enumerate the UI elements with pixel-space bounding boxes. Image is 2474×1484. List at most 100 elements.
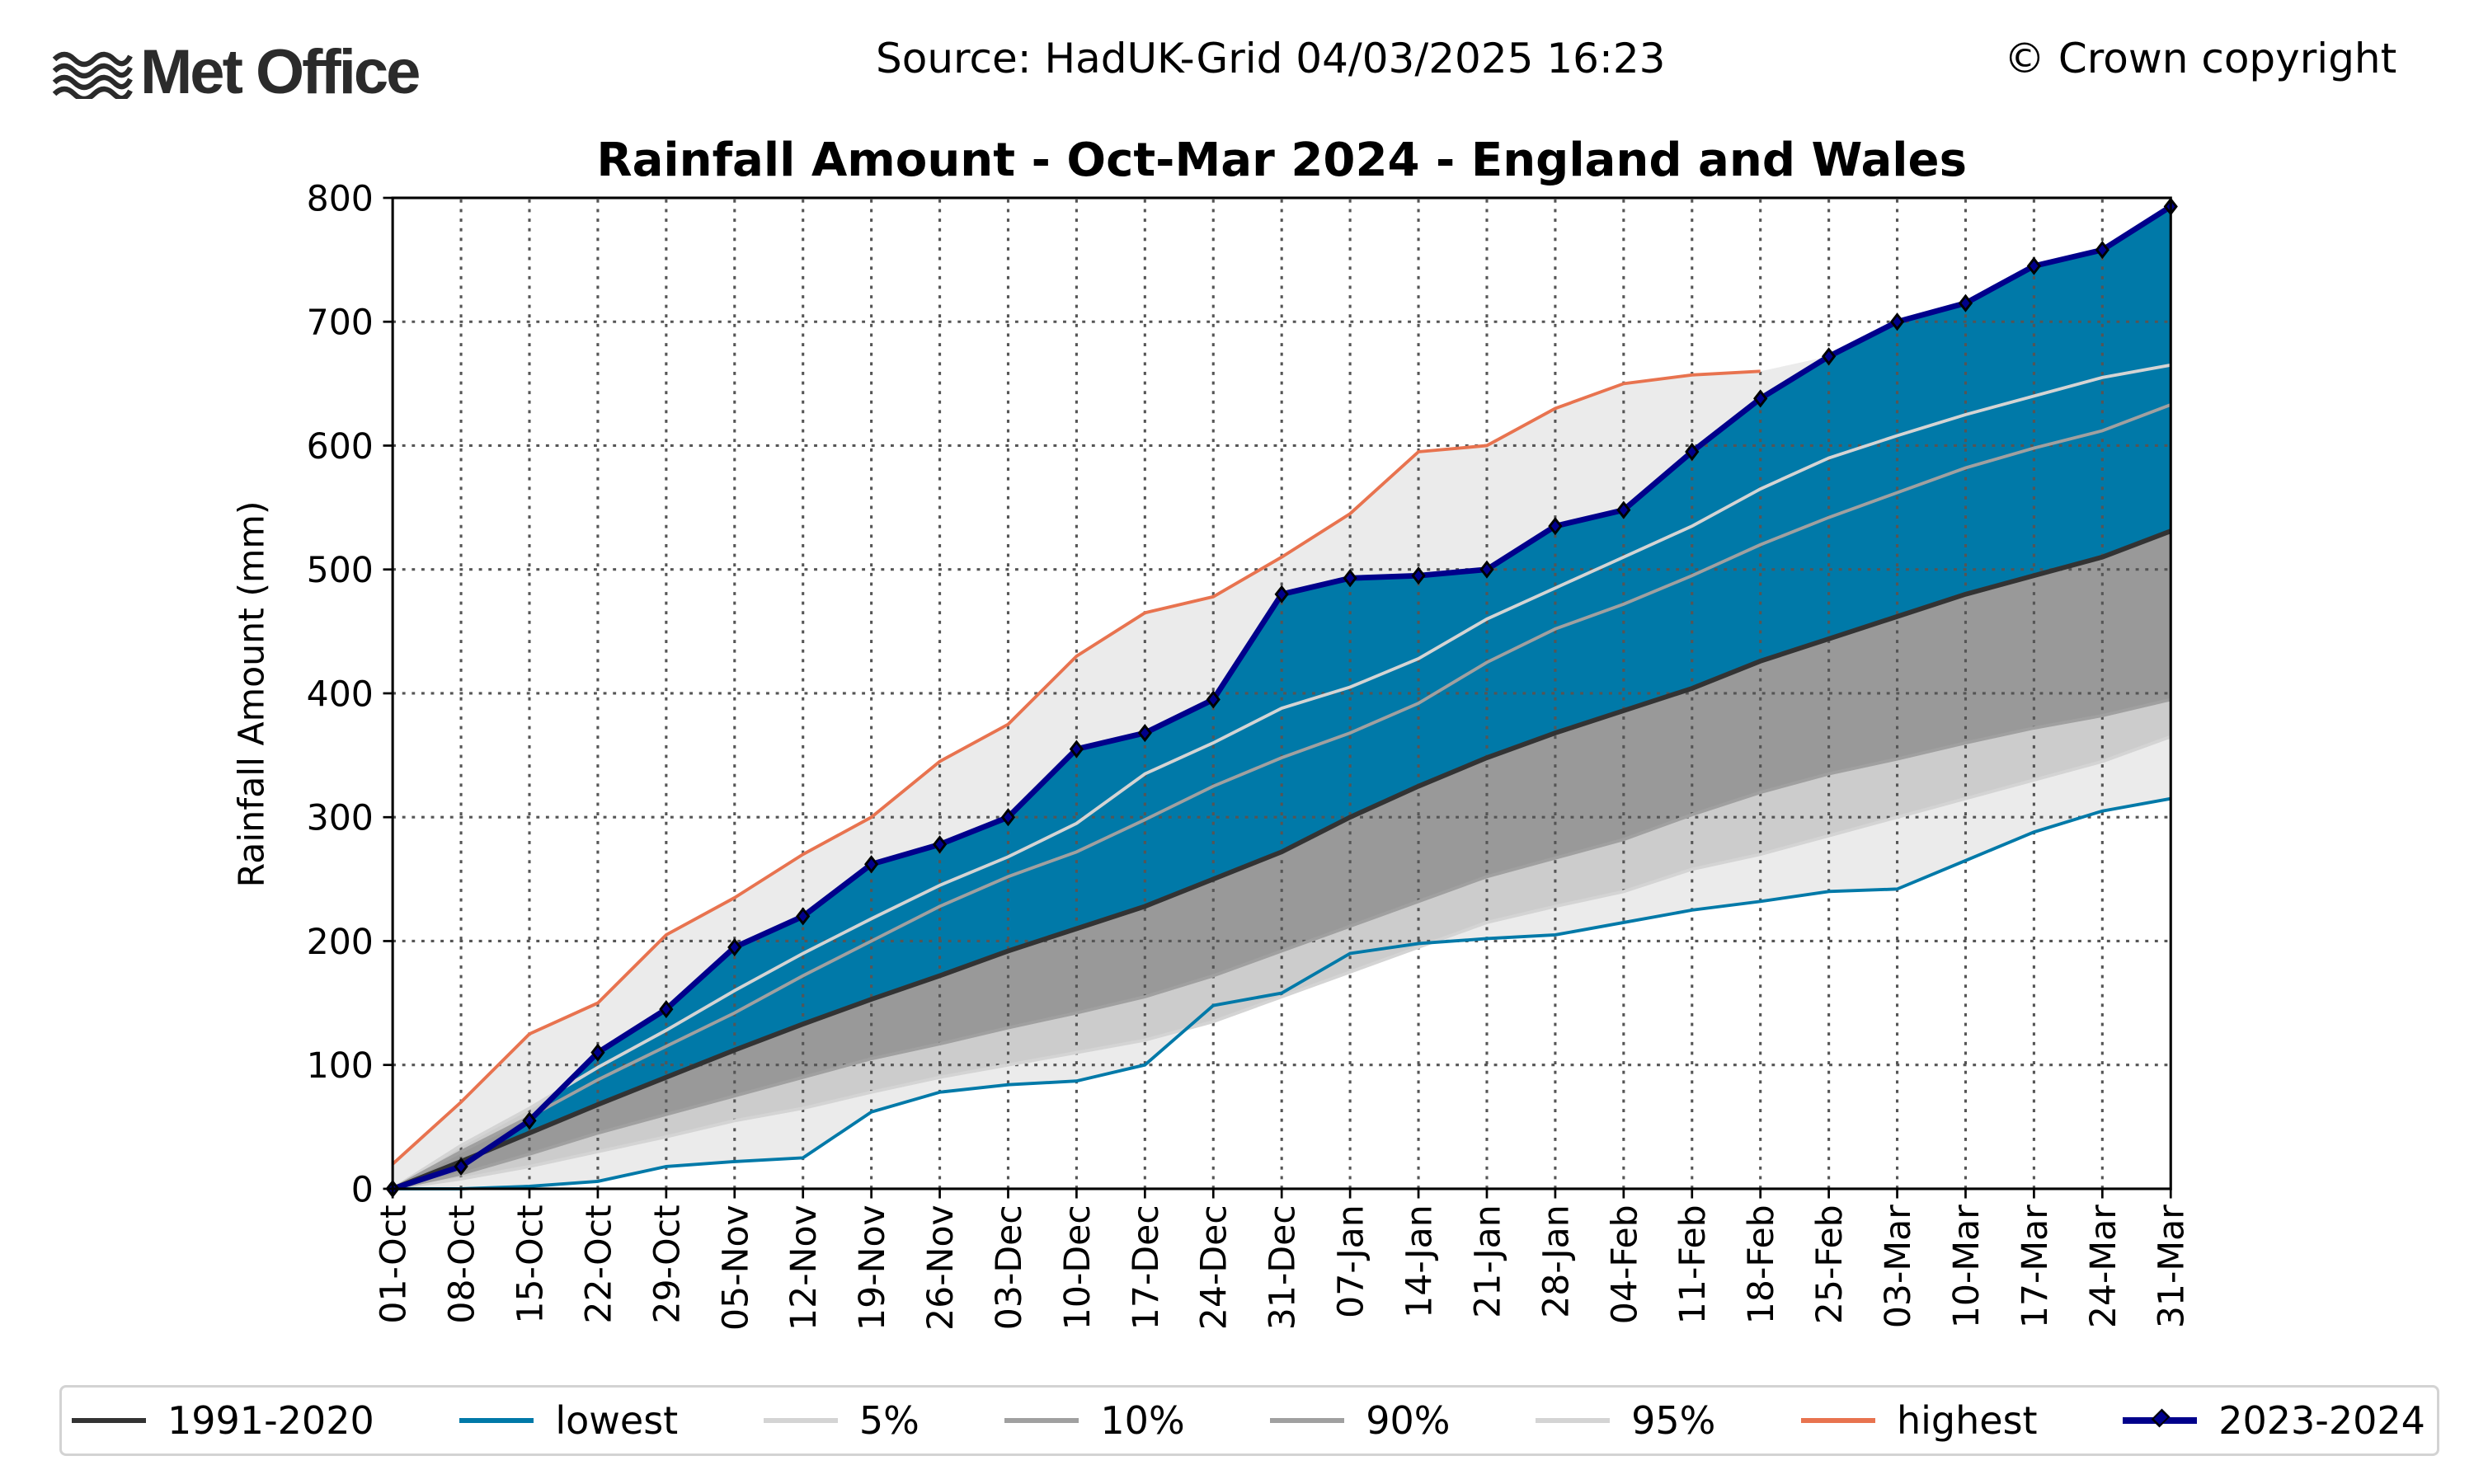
line-10pct <box>392 697 2171 1190</box>
x-tick-label: 31-Dec <box>1263 1205 1304 1330</box>
marker-2023-2024 <box>2095 241 2109 260</box>
x-tick-label: 21-Jan <box>1467 1205 1508 1318</box>
marker-2023-2024 <box>1822 347 1837 366</box>
legend-swatch <box>763 1418 838 1423</box>
marker-2023-2024 <box>1753 389 1768 408</box>
x-tick-label: 26-Nov <box>920 1205 962 1331</box>
diamond-marker-icon <box>2151 1408 2171 1428</box>
marker-2023-2024 <box>2026 256 2042 275</box>
marker-2023-2024 <box>1137 723 1152 743</box>
legend-label: 5% <box>858 1398 920 1443</box>
y-tick-label: 200 <box>307 922 374 963</box>
y-tick-label: 400 <box>307 674 374 715</box>
met-office-logo: Met Office <box>51 36 421 108</box>
legend-item-observed: 2023-2024 <box>2123 1398 2425 1443</box>
legend-label: 90% <box>1366 1398 1451 1443</box>
copyright-text: © Crown copyright <box>2004 35 2397 82</box>
legend-swatch <box>1536 1418 1611 1423</box>
marker-2023-2024 <box>1616 500 1631 519</box>
line-1991-2020 <box>392 528 2172 1191</box>
legend-swatch <box>1270 1418 1345 1423</box>
legend-swatch <box>1004 1418 1079 1423</box>
marker-2023-2024 <box>522 1111 537 1130</box>
grid <box>393 198 2171 1189</box>
x-tick-label: 10-Mar <box>1946 1205 1987 1328</box>
marker-2023-2024 <box>1685 442 1700 462</box>
y-tick-label: 700 <box>307 303 374 344</box>
legend-item-p90: 90% <box>1270 1398 1451 1443</box>
legend-item-p10: 10% <box>1004 1398 1185 1443</box>
y-tick-label: 300 <box>307 798 374 839</box>
y-tick-label: 500 <box>307 550 374 591</box>
legend-item-lowest: lowest <box>459 1398 678 1443</box>
marker-2023-2024 <box>1958 294 1973 312</box>
x-tick-label: 03-Dec <box>989 1205 1030 1330</box>
legend-item-p95: 95% <box>1536 1398 1715 1443</box>
x-tick-label: 18-Feb <box>1741 1205 1782 1324</box>
marker-2023-2024 <box>1206 690 1221 709</box>
series-lines <box>385 197 2178 1199</box>
line-highest <box>391 369 1761 1166</box>
marker-2023-2024 <box>1343 569 1357 588</box>
y-tick-label: 0 <box>351 1169 374 1210</box>
marker-2023-2024 <box>1548 517 1563 536</box>
x-tick-label: 01-Oct <box>374 1205 415 1323</box>
x-tick-label: 14-Jan <box>1399 1205 1441 1318</box>
x-tick-label: 10-Dec <box>1057 1205 1098 1330</box>
line-5pct <box>392 735 2171 1190</box>
x-tick-label: 07-Jan <box>1331 1205 1372 1318</box>
marker-2023-2024 <box>1069 740 1084 758</box>
marker-2023-2024 <box>864 855 879 874</box>
marker-2023-2024 <box>1889 312 1905 331</box>
legend-label: 1991-2020 <box>167 1398 374 1443</box>
marker-2023-2024 <box>659 1000 674 1019</box>
legend: 1991-2020 lowest 5% 10% 90% 95% highest 2023-20… <box>59 1385 2439 1456</box>
x-tick-label: 12-Nov <box>783 1205 825 1331</box>
x-tick-label: 17-Dec <box>1126 1205 1167 1330</box>
marker-2023-2024 <box>1274 585 1289 603</box>
marker-2023-2024 <box>932 835 948 854</box>
marker-2023-2024 <box>590 1043 605 1062</box>
legend-label: 2023-2024 <box>2218 1398 2425 1443</box>
legend-item-p5: 5% <box>763 1398 920 1443</box>
marker-2023-2024 <box>727 937 742 957</box>
legend-label: 10% <box>1100 1398 1185 1443</box>
legend-swatch <box>72 1418 146 1423</box>
line-lowest <box>393 796 2171 1190</box>
legend-swatch <box>2123 1408 2198 1428</box>
x-tick-label: 05-Nov <box>715 1205 756 1331</box>
axis-ticks: 0 100 200 300 400 500 600 700 800 01-Oct 08-Oct 15-… <box>307 178 2193 1330</box>
x-tick-label: 03-Mar <box>1878 1205 1919 1328</box>
waves-logo-icon <box>52 51 133 99</box>
line-90pct <box>392 403 2171 1190</box>
y-axis-label: Rainfall Amount (mm) <box>231 501 272 888</box>
x-tick-label: 15-Oct <box>510 1205 551 1323</box>
logo-text: Met Office <box>140 37 421 107</box>
marker-2023-2024 <box>1479 560 1494 579</box>
x-tick-label: 24-Dec <box>1194 1205 1235 1330</box>
x-tick-label: 31-Mar <box>2152 1205 2193 1328</box>
legend-swatch <box>1800 1418 1875 1423</box>
legend-label: 95% <box>1631 1398 1716 1443</box>
x-tick-label: 19-Nov <box>852 1205 893 1331</box>
legend-item-highest: highest <box>1800 1398 2038 1443</box>
legend-item-mean: 1991-2020 <box>72 1398 374 1443</box>
legend-label: highest <box>1896 1398 2038 1443</box>
x-tick-label: 11-Feb <box>1672 1205 1714 1324</box>
x-tick-label: 29-Oct <box>647 1205 688 1323</box>
x-tick-label: 08-Oct <box>442 1205 483 1323</box>
line-95pct <box>392 363 2171 1190</box>
x-tick-label: 22-Oct <box>578 1205 619 1323</box>
y-tick-label: 600 <box>307 426 374 467</box>
y-tick-label: 800 <box>307 178 374 219</box>
marker-2023-2024 <box>796 907 811 926</box>
x-tick-label: 25-Feb <box>1809 1205 1851 1324</box>
legend-label: lowest <box>555 1398 679 1443</box>
y-tick-label: 100 <box>307 1045 374 1087</box>
source-text: Source: HadUK-Grid 04/03/2025 16:23 <box>876 35 1666 82</box>
x-tick-label: 17-Mar <box>2015 1205 2056 1328</box>
x-tick-label: 04-Feb <box>1604 1205 1645 1324</box>
legend-swatch <box>459 1418 534 1423</box>
chart-title: Rainfall Amount - Oct-Mar 2024 - England… <box>596 134 1967 187</box>
